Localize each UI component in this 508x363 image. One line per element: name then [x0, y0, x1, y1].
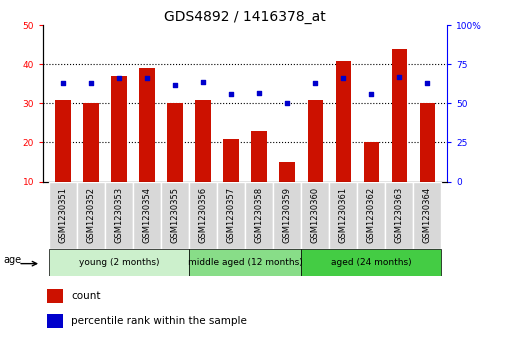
- Bar: [196, 99, 211, 182]
- FancyBboxPatch shape: [105, 182, 133, 249]
- Bar: [47, 314, 64, 328]
- Bar: [336, 61, 351, 182]
- FancyBboxPatch shape: [301, 249, 441, 276]
- FancyBboxPatch shape: [386, 182, 414, 249]
- Text: GSM1230363: GSM1230363: [395, 187, 404, 243]
- Point: [143, 76, 151, 81]
- FancyBboxPatch shape: [217, 182, 245, 249]
- Point: [255, 90, 263, 95]
- Bar: [111, 76, 126, 182]
- Text: aged (24 months): aged (24 months): [331, 258, 411, 267]
- Bar: [392, 49, 407, 182]
- Point: [115, 76, 123, 81]
- Bar: [55, 99, 71, 182]
- Point: [87, 80, 95, 86]
- Text: GSM1230351: GSM1230351: [58, 187, 68, 243]
- Point: [283, 101, 291, 106]
- FancyBboxPatch shape: [273, 182, 301, 249]
- Text: GSM1230358: GSM1230358: [255, 187, 264, 243]
- Text: count: count: [72, 291, 101, 301]
- Bar: [47, 289, 64, 303]
- Bar: [167, 103, 183, 182]
- Text: age: age: [4, 255, 21, 265]
- Text: middle aged (12 months): middle aged (12 months): [188, 258, 302, 267]
- Point: [199, 79, 207, 85]
- Text: GSM1230354: GSM1230354: [142, 187, 151, 243]
- Text: GSM1230361: GSM1230361: [339, 187, 348, 243]
- Point: [311, 80, 320, 86]
- FancyBboxPatch shape: [245, 182, 273, 249]
- Bar: [139, 68, 154, 182]
- Title: GDS4892 / 1416378_at: GDS4892 / 1416378_at: [164, 11, 326, 24]
- Point: [367, 91, 375, 97]
- FancyBboxPatch shape: [49, 249, 189, 276]
- Text: GSM1230355: GSM1230355: [171, 187, 179, 243]
- Text: percentile rank within the sample: percentile rank within the sample: [72, 316, 247, 326]
- Bar: [307, 99, 323, 182]
- Bar: [279, 162, 295, 182]
- FancyBboxPatch shape: [357, 182, 386, 249]
- FancyBboxPatch shape: [189, 249, 301, 276]
- Text: young (2 months): young (2 months): [79, 258, 159, 267]
- Point: [171, 82, 179, 87]
- Text: GSM1230360: GSM1230360: [311, 187, 320, 243]
- FancyBboxPatch shape: [301, 182, 329, 249]
- Text: GSM1230364: GSM1230364: [423, 187, 432, 243]
- Text: GSM1230353: GSM1230353: [114, 187, 123, 243]
- FancyBboxPatch shape: [161, 182, 189, 249]
- FancyBboxPatch shape: [414, 182, 441, 249]
- FancyBboxPatch shape: [189, 182, 217, 249]
- Point: [227, 91, 235, 97]
- Bar: [364, 142, 379, 182]
- Bar: [224, 139, 239, 182]
- Bar: [251, 131, 267, 182]
- FancyBboxPatch shape: [329, 182, 357, 249]
- Bar: [420, 103, 435, 182]
- Point: [395, 74, 403, 80]
- FancyBboxPatch shape: [77, 182, 105, 249]
- Text: GSM1230359: GSM1230359: [282, 187, 292, 243]
- FancyBboxPatch shape: [133, 182, 161, 249]
- FancyBboxPatch shape: [49, 182, 77, 249]
- Text: GSM1230356: GSM1230356: [199, 187, 208, 243]
- Point: [59, 80, 67, 86]
- Point: [423, 80, 431, 86]
- Text: GSM1230362: GSM1230362: [367, 187, 376, 243]
- Point: [339, 76, 347, 81]
- Text: GSM1230357: GSM1230357: [227, 187, 236, 243]
- Bar: [83, 103, 99, 182]
- Text: GSM1230352: GSM1230352: [86, 187, 96, 243]
